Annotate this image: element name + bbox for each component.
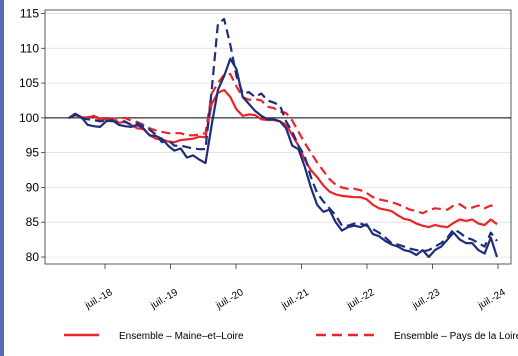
x-tick-label-0: juil.-18 bbox=[83, 287, 115, 312]
x-tick-label-4: juil.-22 bbox=[345, 287, 377, 312]
y-tick-label-115: 115 bbox=[20, 6, 39, 20]
y-tick-label-110: 110 bbox=[20, 41, 39, 55]
series-line-blue-solid bbox=[68, 57, 499, 259]
legend-label-maine-et-loire: Ensemble – Maine–et–Loire bbox=[119, 331, 244, 342]
x-tick-label-5: juil.-23 bbox=[410, 287, 442, 312]
x-tick-label-1: juil.-19 bbox=[148, 287, 180, 312]
y-axis-ticks: 80 85 90 95 100 105 110 115 bbox=[19, 6, 45, 264]
legend-label-pays-de-la-loire: Ensemble – Pays de la Loire bbox=[394, 331, 518, 342]
series-lines bbox=[68, 17, 499, 259]
y-tick-label-90: 90 bbox=[26, 180, 40, 194]
y-gridlines bbox=[45, 13, 511, 258]
series-line-maine-et-loire bbox=[68, 88, 498, 229]
y-tick-label-80: 80 bbox=[26, 250, 40, 264]
x-tick-label-3: juil.-21 bbox=[279, 287, 311, 312]
legend: Ensemble – Maine–et–Loire Ensemble – Pay… bbox=[64, 331, 518, 342]
y-tick-label-85: 85 bbox=[26, 215, 40, 229]
x-tick-label-2: juil.-20 bbox=[214, 287, 246, 312]
y-tick-label-105: 105 bbox=[19, 76, 39, 90]
y-tick-label-100: 100 bbox=[19, 111, 39, 125]
x-tick-label-6: juil.-24 bbox=[476, 287, 508, 312]
series-line-pays-de-la-loire bbox=[68, 72, 498, 215]
series-line-blue-dashed bbox=[68, 17, 498, 253]
y-tick-label-95: 95 bbox=[26, 146, 40, 160]
plot-border bbox=[44, 9, 512, 265]
x-axis-ticks: juil.-18 juil.-19 juil.-20 juil.-21 juil.-22… bbox=[83, 264, 508, 312]
